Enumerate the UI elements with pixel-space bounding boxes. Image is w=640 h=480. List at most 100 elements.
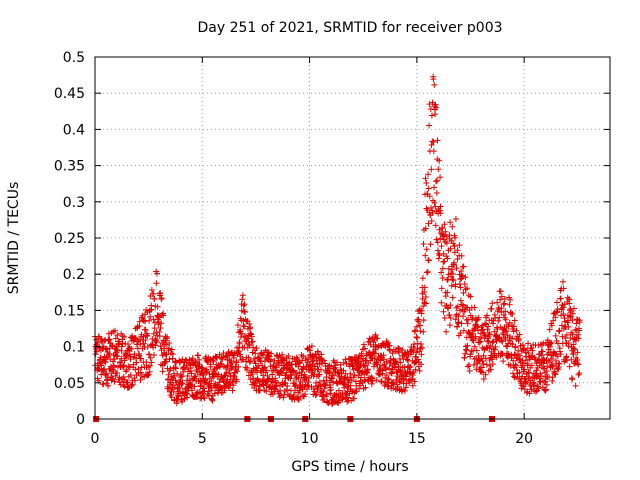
data-point	[290, 368, 297, 375]
data-point	[524, 360, 531, 367]
data-point	[461, 354, 468, 361]
y-axis-label: SRMTID / TECUs	[6, 182, 22, 295]
data-point	[213, 365, 220, 372]
data-point	[442, 293, 449, 300]
data-point	[510, 357, 517, 364]
data-point	[520, 345, 527, 352]
data-point	[569, 317, 576, 324]
data-point	[341, 375, 348, 382]
data-point	[533, 374, 540, 381]
data-point	[241, 301, 248, 308]
data-point	[317, 383, 324, 390]
data-point	[369, 377, 376, 384]
data-point	[458, 252, 465, 259]
data-point	[371, 336, 378, 343]
data-point	[142, 336, 149, 343]
y-tick-label: 0.3	[63, 195, 85, 211]
data-point	[428, 204, 435, 211]
data-point	[516, 369, 523, 376]
data-point	[435, 166, 442, 173]
data-point	[324, 398, 331, 405]
data-point	[459, 273, 466, 280]
data-point	[570, 305, 577, 312]
data-point	[436, 252, 443, 259]
data-point	[239, 296, 246, 303]
data-point	[560, 311, 567, 318]
data-point	[283, 369, 290, 376]
data-point	[509, 335, 516, 342]
data-point	[238, 330, 245, 337]
data-point	[574, 349, 581, 356]
data-point	[464, 342, 471, 349]
data-point	[99, 340, 106, 347]
data-point	[240, 322, 247, 329]
data-point	[207, 363, 214, 370]
data-point	[440, 308, 447, 315]
data-point	[156, 333, 163, 340]
data-point	[153, 280, 160, 287]
data-point	[441, 315, 448, 322]
data-point	[563, 353, 570, 360]
data-point	[119, 340, 126, 347]
data-point	[100, 381, 107, 388]
data-point	[500, 301, 507, 308]
data-point	[371, 355, 378, 362]
data-point	[497, 288, 504, 295]
data-point	[426, 101, 433, 108]
data-point	[184, 390, 191, 397]
data-point	[315, 372, 322, 379]
data-point	[344, 398, 351, 405]
data-point	[279, 351, 286, 358]
data-point	[370, 363, 377, 370]
data-point	[443, 240, 450, 247]
data-point	[335, 387, 342, 394]
data-point	[216, 351, 223, 358]
data-point	[542, 378, 549, 385]
y-tick-label: 0.45	[54, 86, 85, 102]
data-point	[423, 180, 430, 187]
data-point	[404, 370, 411, 377]
data-point	[326, 370, 333, 377]
data-point	[114, 347, 121, 354]
data-point	[208, 387, 215, 394]
data-point	[269, 376, 276, 383]
data-point	[424, 268, 431, 275]
data-point	[120, 382, 127, 389]
data-point	[560, 304, 567, 311]
data-point	[548, 322, 555, 329]
data-point	[125, 363, 132, 370]
data-point	[245, 354, 252, 361]
data-point	[242, 364, 249, 371]
data-point	[331, 372, 338, 379]
data-point	[233, 359, 240, 366]
data-point	[512, 343, 519, 350]
data-point	[565, 323, 572, 330]
data-point	[241, 308, 248, 315]
data-point	[103, 354, 110, 361]
data-point	[253, 345, 260, 352]
data-point	[560, 285, 567, 292]
data-point	[284, 383, 291, 390]
data-point	[226, 379, 233, 386]
data-point	[261, 364, 268, 371]
data-point	[150, 290, 157, 297]
data-point	[118, 343, 125, 350]
data-point	[144, 343, 151, 350]
data-point	[353, 388, 360, 395]
data-point	[390, 380, 397, 387]
y-tick-label: 0.05	[54, 376, 85, 392]
data-point	[416, 367, 423, 374]
data-point	[418, 361, 425, 368]
data-point	[297, 378, 304, 385]
data-point	[253, 382, 260, 389]
data-point	[315, 349, 322, 356]
data-point	[560, 278, 567, 285]
data-point	[320, 357, 327, 364]
data-point	[159, 368, 166, 375]
data-point	[263, 388, 270, 395]
data-point	[407, 363, 414, 370]
data-point	[347, 370, 354, 377]
data-point	[236, 340, 243, 347]
data-point	[441, 258, 448, 265]
data-point	[450, 277, 457, 284]
